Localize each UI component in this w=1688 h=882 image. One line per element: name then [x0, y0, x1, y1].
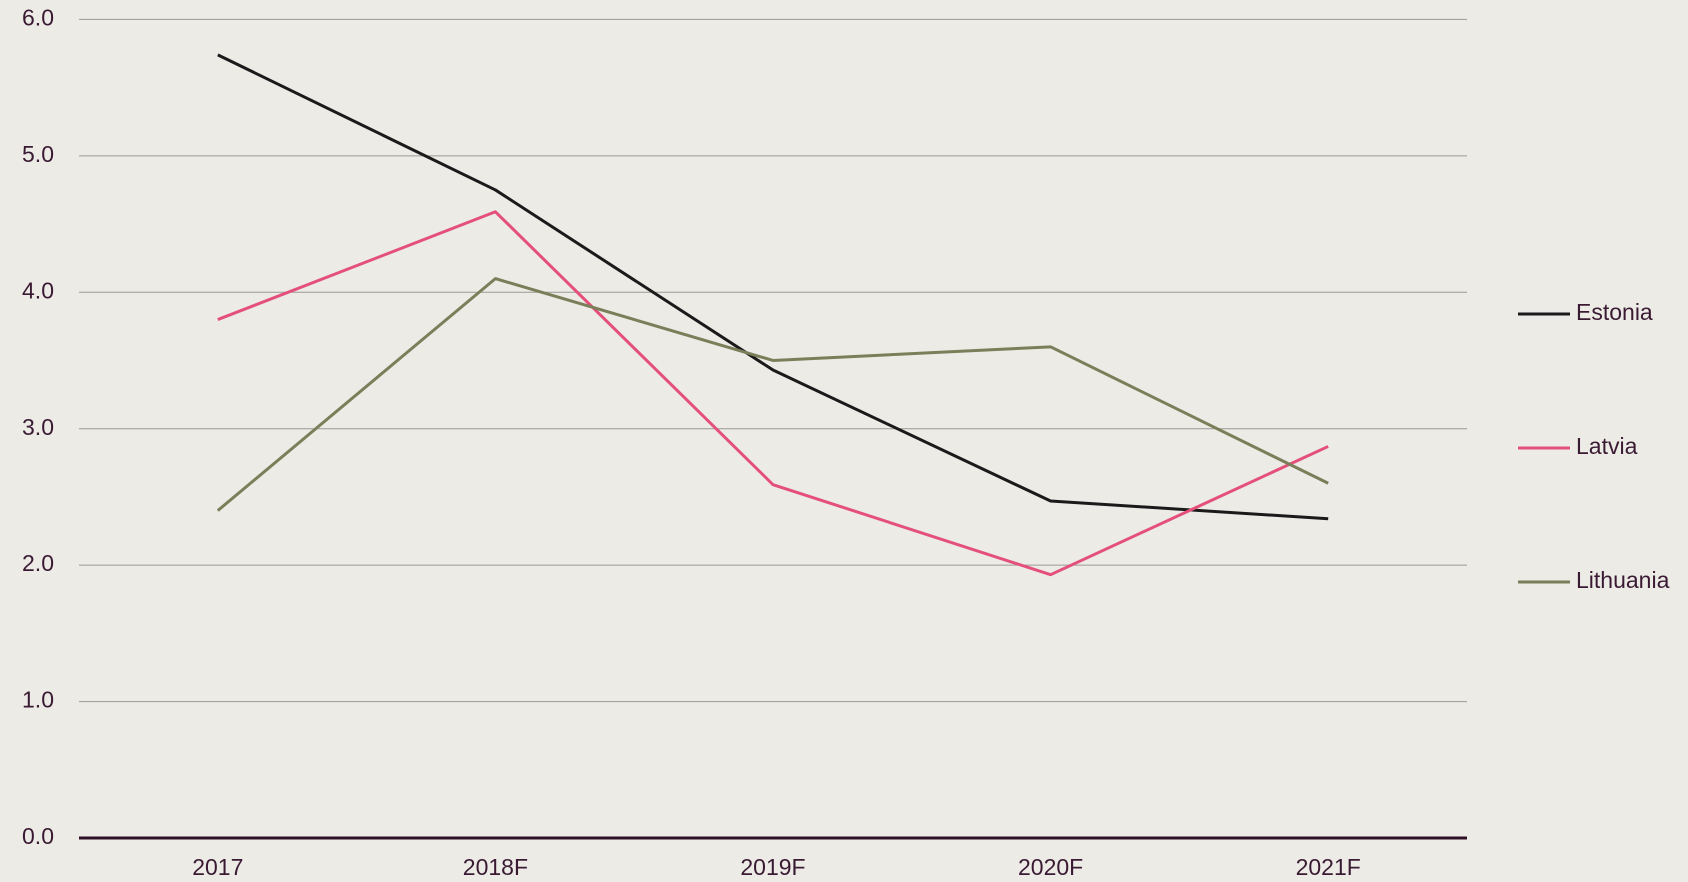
y-tick-label: 1.0 — [22, 687, 54, 713]
x-tick-label: 2019F — [740, 854, 805, 880]
y-tick-label: 2.0 — [22, 550, 54, 576]
y-tick-label: 6.0 — [22, 4, 54, 30]
y-tick-label: 0.0 — [22, 823, 54, 849]
x-tick-label: 2018F — [463, 854, 528, 880]
series-line — [216, 277, 1329, 512]
legend-label: Estonia — [1576, 299, 1653, 325]
legend-label: Latvia — [1576, 433, 1638, 459]
y-tick-label: 3.0 — [22, 414, 54, 440]
series-line — [217, 53, 1329, 521]
x-tick-label: 2020F — [1018, 854, 1083, 880]
x-tick-label: 2017 — [192, 854, 243, 880]
series-line — [217, 210, 1329, 577]
y-tick-label: 4.0 — [22, 277, 54, 303]
y-tick-label: 5.0 — [22, 141, 54, 167]
legend-label: Lithuania — [1576, 567, 1670, 593]
x-tick-label: 2021F — [1296, 854, 1361, 880]
